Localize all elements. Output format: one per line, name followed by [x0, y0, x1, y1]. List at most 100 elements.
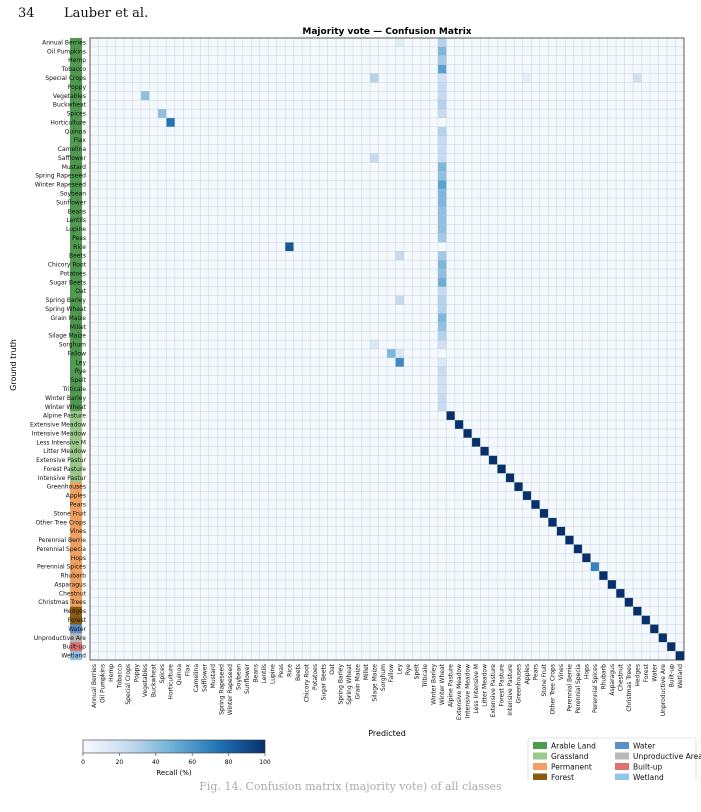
heatmap-cell — [505, 180, 515, 190]
heatmap-cell — [242, 197, 252, 208]
heatmap-cell — [582, 455, 591, 465]
heatmap-cell — [420, 393, 430, 403]
heatmap-cell — [149, 331, 159, 341]
heatmap-cell — [98, 464, 108, 474]
heatmap-cell — [157, 206, 167, 216]
heatmap-cell — [607, 553, 617, 563]
heatmap-cell — [531, 375, 540, 385]
heatmap-cell — [157, 375, 167, 385]
heatmap-cell — [497, 544, 506, 554]
heatmap-cell — [616, 455, 625, 465]
heatmap-cell — [336, 215, 345, 225]
heatmap-cell — [310, 286, 320, 296]
heatmap-cell — [259, 624, 269, 634]
heatmap-cell — [276, 402, 286, 412]
heatmap-cell — [319, 455, 328, 465]
heatmap-cell — [471, 491, 481, 501]
heatmap-cell — [174, 375, 184, 385]
heatmap-cell — [166, 500, 176, 510]
heatmap-cell — [242, 180, 252, 190]
heatmap-cell — [454, 100, 464, 110]
heatmap-cell — [191, 322, 201, 332]
heatmap-cell — [183, 153, 193, 163]
heatmap-cell — [259, 331, 269, 341]
heatmap-cell — [302, 464, 311, 474]
heatmap-cell — [149, 322, 159, 332]
heatmap-cell — [522, 606, 532, 616]
heatmap-cell — [208, 508, 218, 519]
heatmap-cell — [522, 349, 532, 359]
heatmap-cell — [327, 553, 337, 563]
heatmap-cell — [285, 340, 294, 350]
heatmap-cell — [123, 304, 133, 314]
heatmap-cell — [633, 197, 642, 208]
heatmap-cell — [327, 144, 337, 154]
heatmap-cell — [98, 82, 108, 92]
heatmap-cell — [327, 651, 337, 661]
heatmap-cell — [658, 624, 668, 634]
heatmap-cell — [115, 491, 125, 501]
heatmap-cell — [531, 64, 540, 74]
heatmap-cell — [420, 437, 430, 447]
heatmap-cell — [463, 135, 473, 145]
heatmap-cell — [98, 402, 108, 412]
heatmap-cell — [522, 357, 532, 367]
heatmap-cell — [582, 482, 591, 492]
heatmap-cell — [488, 375, 498, 385]
heatmap-cell — [268, 286, 277, 296]
heatmap-cell — [582, 135, 591, 145]
heatmap-cell — [378, 651, 388, 661]
heatmap-cell — [200, 242, 209, 252]
heatmap-cell — [429, 437, 439, 447]
heatmap-cell — [90, 73, 99, 83]
heatmap-cell — [166, 46, 176, 56]
heatmap-cell — [565, 571, 574, 581]
heatmap-cell — [106, 242, 116, 252]
heatmap-cell — [539, 162, 549, 172]
heatmap-cell — [115, 526, 125, 536]
heatmap-cell — [285, 117, 294, 128]
heatmap-cell — [259, 526, 269, 536]
heatmap-cell — [361, 251, 371, 261]
heatmap-cell — [480, 135, 490, 145]
heatmap-cell — [395, 340, 405, 350]
heatmap-cell — [98, 233, 108, 243]
heatmap-cell — [556, 206, 566, 216]
heatmap-cell — [174, 189, 184, 199]
heatmap-cell — [624, 162, 634, 172]
heatmap-cell — [200, 215, 209, 225]
heatmap-cell — [157, 500, 167, 510]
heatmap-cell — [565, 633, 574, 643]
heatmap-cell — [174, 455, 184, 465]
heatmap-cell — [370, 357, 379, 367]
heatmap-cell — [268, 446, 277, 456]
heatmap-cell — [624, 420, 634, 430]
heatmap-cell — [539, 544, 549, 554]
heatmap-cell — [293, 517, 303, 527]
heatmap-cell — [514, 162, 523, 172]
heatmap-cell — [556, 304, 566, 314]
heatmap-cell — [115, 277, 125, 287]
heatmap-cell — [327, 633, 337, 643]
heatmap-cell — [454, 55, 464, 65]
heatmap-cell — [624, 526, 634, 536]
heatmap-cell — [319, 411, 328, 421]
heatmap-cell — [650, 215, 659, 225]
heatmap-cell — [191, 446, 201, 456]
heatmap-cell — [607, 206, 617, 216]
heatmap-cell — [395, 117, 405, 128]
heatmap-cell — [268, 651, 277, 661]
heatmap-cell — [336, 162, 345, 172]
heatmap-cell — [302, 100, 311, 110]
heatmap-cell — [140, 500, 150, 510]
heatmap-cell — [454, 624, 464, 634]
heatmap-cell — [378, 517, 388, 527]
running-head: Lauber et al. — [64, 6, 149, 21]
heatmap-cell — [675, 313, 685, 323]
heatmap-cell — [115, 91, 125, 101]
heatmap-cell — [242, 313, 252, 323]
heatmap-cell — [658, 349, 668, 359]
heatmap-cell — [667, 615, 676, 625]
heatmap-cell — [132, 38, 142, 48]
heatmap-cell — [106, 624, 116, 634]
